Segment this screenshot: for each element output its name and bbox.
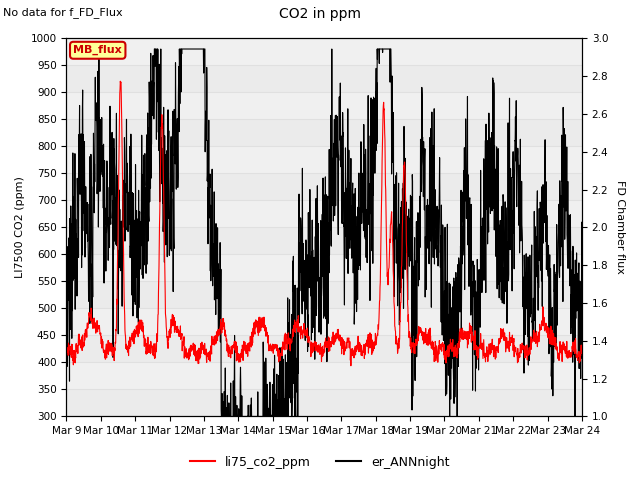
Text: MB_flux: MB_flux [74,45,122,55]
Legend: li75_co2_ppm, er_ANNnight: li75_co2_ppm, er_ANNnight [186,451,454,474]
Y-axis label: LI7500 CO2 (ppm): LI7500 CO2 (ppm) [15,177,25,278]
Text: No data for f_FD_Flux: No data for f_FD_Flux [3,7,123,18]
Bar [67,389,582,417]
Y-axis label: FD Chamber flux: FD Chamber flux [615,180,625,274]
Bar [67,336,582,362]
Bar [67,228,582,254]
Bar [67,281,582,308]
Bar [67,173,582,200]
Bar [67,119,582,146]
Text: CO2 in ppm: CO2 in ppm [279,7,361,21]
Bar [67,65,582,92]
